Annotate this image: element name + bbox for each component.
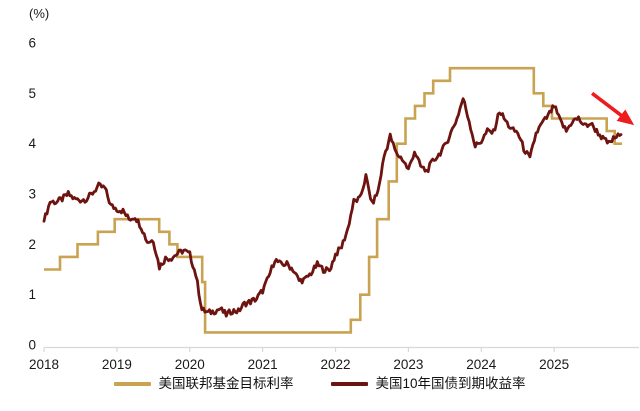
y-axis-tick-label: 6 xyxy=(28,36,36,51)
x-axis-tick-label: 2021 xyxy=(248,357,278,372)
x-axis-tick-label: 2024 xyxy=(466,357,497,372)
treasury-10y-yield-line xyxy=(42,97,623,318)
x-axis-tick-label: 2023 xyxy=(393,357,423,372)
legend: 美国联邦基金目标利率 美国10年国债到期收益率 xyxy=(0,377,640,391)
y-axis-tick-label: 1 xyxy=(28,287,36,302)
legend-item-10y-treasury-yield: 美国10年国债到期收益率 xyxy=(331,376,526,391)
legend-label-fed-funds-rate: 美国联邦基金目标利率 xyxy=(158,376,294,391)
fed-funds-target-rate-line xyxy=(44,66,622,334)
legend-item-fed-funds-rate: 美国联邦基金目标利率 xyxy=(114,377,293,391)
y-axis-tick-label: 5 xyxy=(28,86,36,101)
legend-swatch-10y-treasury-yield xyxy=(331,381,369,386)
x-axis-tick-label: 2025 xyxy=(539,357,569,372)
x-axis-tick-label: 2018 xyxy=(29,357,59,372)
y-axis-tick-label: 2 xyxy=(28,237,36,252)
y-axis-tick-label: 4 xyxy=(28,136,36,151)
plot-area: 2018 2019 2020 2021 2022 2023 2024 2025 0 1 2 3 4 5 6 xyxy=(28,36,639,372)
decline-arrow xyxy=(590,91,635,126)
legend-swatch-fed-funds-rate xyxy=(114,381,152,386)
x-axis-tick-label: 2019 xyxy=(102,357,132,372)
y-axis-tick-label: 3 xyxy=(28,187,36,202)
x-axis-tick-label: 2020 xyxy=(175,357,205,372)
x-axis-tick-label: 2022 xyxy=(321,357,351,372)
legend-label-10y-treasury-yield: 美国10年国债到期收益率 xyxy=(375,376,526,391)
y-axis-tick-label: 0 xyxy=(28,338,36,353)
y-axis-unit-label: (%) xyxy=(29,6,50,21)
